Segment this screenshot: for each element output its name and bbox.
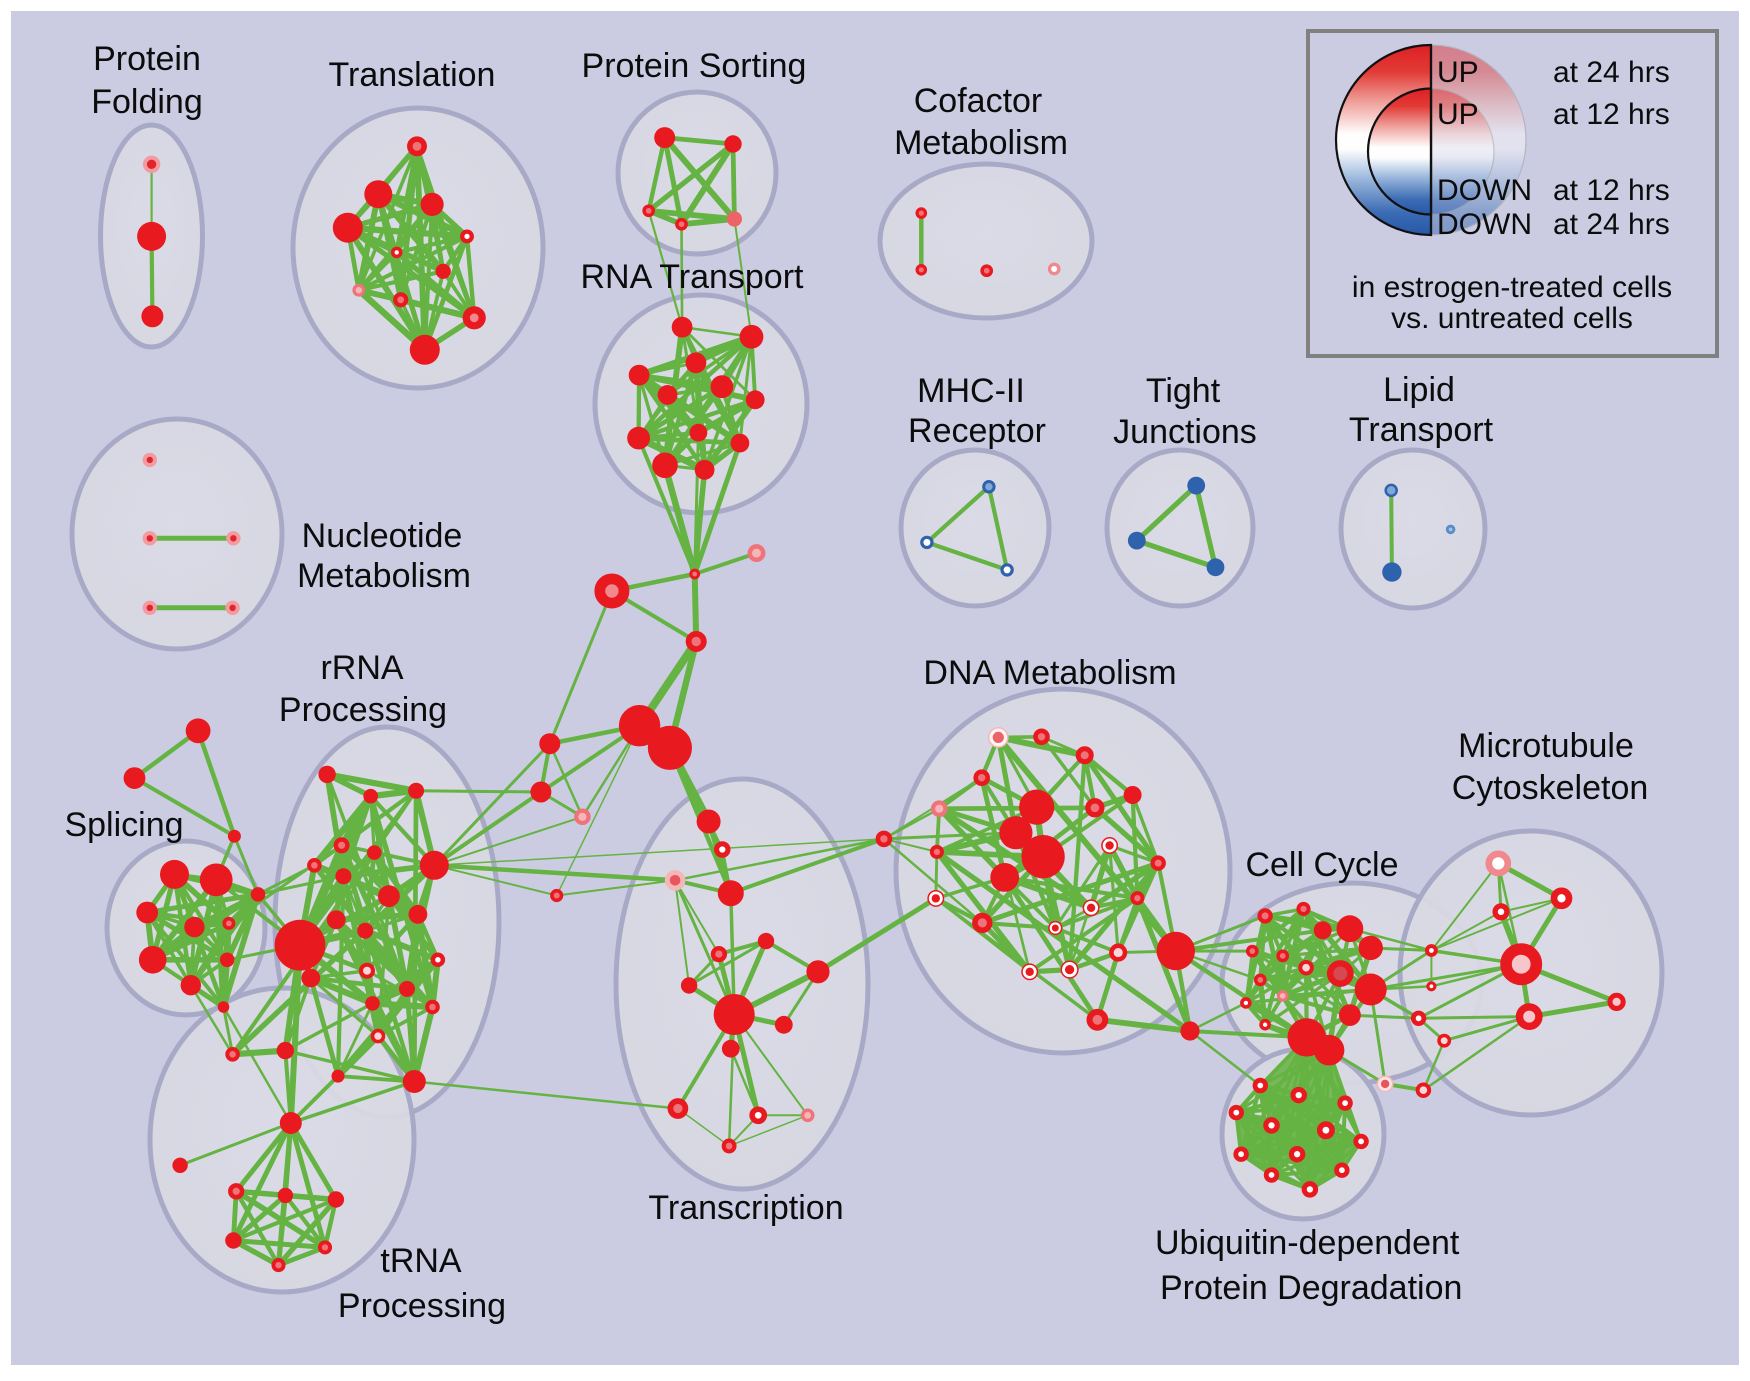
svg-text:at 12 hrs: at 12 hrs: [1553, 98, 1670, 131]
svg-text:Ubiquitin-dependent: Ubiquitin-dependent: [1155, 1224, 1460, 1262]
svg-text:Processing: Processing: [338, 1287, 506, 1325]
svg-text:DOWN: DOWN: [1437, 174, 1532, 207]
svg-text:Receptor: Receptor: [908, 412, 1046, 450]
svg-text:at 24 hrs: at 24 hrs: [1553, 208, 1670, 241]
svg-text:Cofactor: Cofactor: [914, 82, 1043, 120]
svg-text:DOWN: DOWN: [1437, 208, 1532, 241]
svg-text:Microtubule: Microtubule: [1458, 727, 1634, 765]
svg-text:in estrogen-treated cells: in estrogen-treated cells: [1352, 271, 1672, 304]
svg-text:Transcription: Transcription: [648, 1189, 843, 1227]
svg-text:Metabolism: Metabolism: [894, 124, 1068, 162]
svg-text:Translation: Translation: [329, 56, 496, 94]
svg-text:Folding: Folding: [91, 83, 203, 121]
svg-text:UP: UP: [1437, 98, 1479, 131]
svg-text:vs. untreated cells: vs. untreated cells: [1391, 302, 1633, 335]
svg-text:RNA Transport: RNA Transport: [581, 258, 805, 296]
svg-text:at 24 hrs: at 24 hrs: [1553, 56, 1670, 89]
svg-text:Tight: Tight: [1146, 372, 1221, 410]
svg-text:rRNA: rRNA: [320, 649, 403, 687]
svg-text:UP: UP: [1437, 56, 1479, 89]
svg-text:Splicing: Splicing: [64, 806, 183, 844]
svg-text:tRNA: tRNA: [380, 1242, 462, 1280]
svg-text:at 12 hrs: at 12 hrs: [1553, 174, 1670, 207]
svg-text:DNA Metabolism: DNA Metabolism: [923, 654, 1176, 692]
svg-text:Metabolism: Metabolism: [297, 557, 471, 595]
svg-text:Protein Sorting: Protein Sorting: [582, 47, 807, 85]
svg-text:Nucleotide: Nucleotide: [302, 517, 463, 555]
svg-text:Protein: Protein: [93, 40, 201, 78]
svg-text:Protein Degradation: Protein Degradation: [1160, 1269, 1462, 1307]
svg-text:Cytoskeleton: Cytoskeleton: [1452, 769, 1649, 807]
svg-text:Transport: Transport: [1349, 411, 1494, 449]
svg-text:Lipid: Lipid: [1383, 371, 1455, 409]
svg-text:Cell Cycle: Cell Cycle: [1245, 846, 1398, 884]
svg-text:MHC-II: MHC-II: [917, 372, 1025, 410]
svg-text:Junctions: Junctions: [1113, 413, 1257, 451]
svg-text:Processing: Processing: [279, 691, 447, 729]
